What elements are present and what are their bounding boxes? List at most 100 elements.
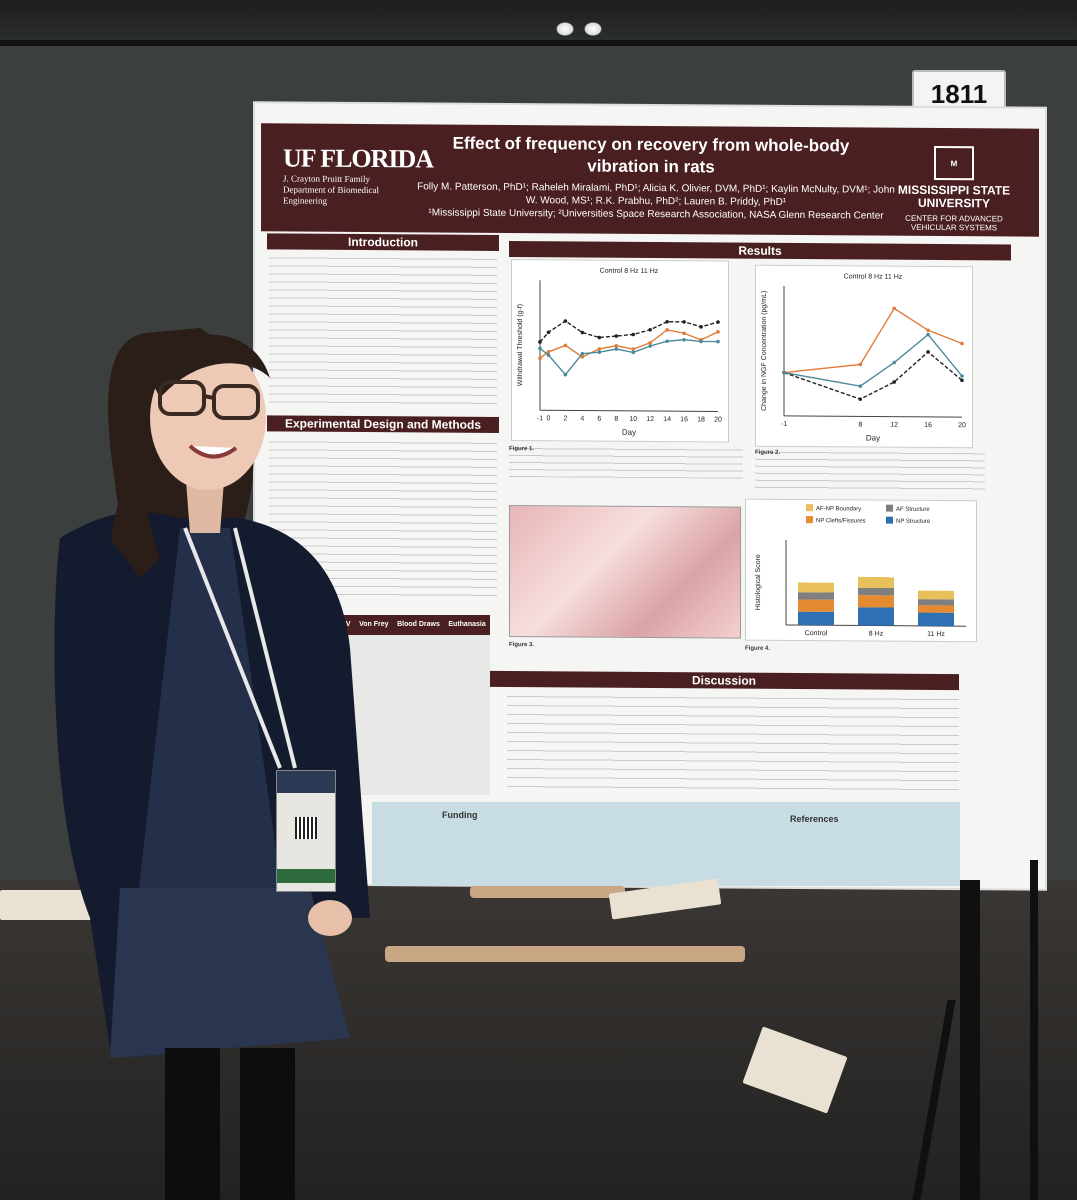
x-axis-label: Day: [622, 428, 636, 437]
table-header-blood: Blood Draws: [397, 621, 440, 628]
legend-label: NP Structure: [896, 519, 931, 525]
data-point: [614, 347, 619, 351]
bar-segment-NP Structure: [798, 611, 834, 626]
figure1-caption: Figure 1.: [509, 445, 743, 479]
data-point: [538, 346, 542, 351]
data-point: [716, 330, 720, 334]
bar-segment-AF Structure: [858, 587, 894, 596]
x-tick-label: Control: [805, 630, 828, 637]
table-header-vonfrey: Von Frey: [359, 621, 389, 628]
badge-ribbon: [277, 869, 335, 883]
msu-logo: M MISSISSIPPI STATE UNIVERSITY CENTER FO…: [889, 145, 1019, 233]
y-axis-label: Histological Score: [755, 554, 762, 610]
series-line-Control: [783, 351, 963, 400]
data-point: [926, 328, 930, 333]
references-heading: References: [790, 814, 839, 824]
badge-header: [277, 771, 335, 793]
data-point: [563, 319, 568, 323]
legend-label: NP Clefts/Fissures: [816, 518, 866, 524]
funding-references-band: Funding References: [372, 802, 960, 886]
legend-swatch: [886, 504, 893, 512]
data-point: [960, 341, 964, 346]
data-point: [648, 340, 652, 345]
bar-segment-AF-NP Boundary: [918, 590, 954, 600]
x-tick-label: 6: [597, 416, 601, 423]
chart-legend: Control 8 Hz 11 Hz: [600, 268, 659, 275]
withdrawal-threshold-chart: -1 0 2 4 6 8 10 12 14 16 18 20 Day Withdrawal Thresho…: [511, 259, 729, 443]
data-point: [546, 330, 551, 335]
figure4-caption: Figure 4.: [745, 645, 771, 652]
data-point: [631, 350, 636, 355]
msu-seal-icon: M: [934, 145, 974, 181]
x-tick-label: 2: [563, 415, 567, 422]
data-point: [597, 347, 602, 351]
discussion-heading: Discussion: [489, 670, 959, 691]
legend-swatch: [806, 516, 813, 524]
y-axis-label: Change in NGF Concentration (pg/mL): [761, 291, 768, 411]
data-point: [614, 334, 619, 338]
histological-score-chart: Histological Score AF-NP Boundary AF Struc…: [745, 498, 977, 643]
series-line-8 Hz: [539, 329, 719, 359]
data-point: [960, 374, 964, 378]
chart-legend: Control 8 Hz 11 Hz: [844, 273, 903, 280]
x-axis: [784, 415, 962, 418]
x-tick-label: 4: [580, 416, 584, 423]
data-point: [597, 335, 602, 340]
series-line-11 Hz: [539, 339, 718, 376]
bar-segment-AF Structure: [798, 592, 834, 600]
data-point: [960, 378, 964, 383]
data-point: [858, 362, 863, 367]
poster-tube: [385, 946, 745, 962]
data-point: [665, 328, 669, 332]
stand-leg: [1030, 860, 1038, 1200]
data-point: [580, 355, 585, 359]
series-line-8 Hz: [783, 307, 963, 374]
legend-label: AF Structure: [896, 507, 930, 513]
data-point: [892, 360, 896, 365]
x-tick-label: 11 Hz: [927, 631, 945, 638]
data-point: [682, 320, 686, 324]
data-point: [665, 319, 669, 324]
results-heading: Results: [509, 241, 1011, 261]
data-point: [699, 339, 703, 344]
table-header-euthanasia: Euthanasia: [448, 621, 486, 628]
data-point: [926, 332, 930, 337]
data-point: [858, 384, 863, 388]
x-tick-label: 18: [697, 416, 705, 423]
data-point: [538, 340, 542, 344]
data-point: [782, 370, 786, 375]
stand-leg: [960, 880, 980, 1200]
bar-segment-NP Structure: [918, 612, 954, 627]
x-tick-label: 8 Hz: [869, 631, 884, 638]
data-point: [858, 397, 863, 401]
data-point: [580, 351, 585, 356]
data-point: [648, 344, 652, 348]
x-axis: [540, 409, 718, 412]
discussion-text: [507, 693, 959, 795]
bar-segment-NP Clefts/Fissures: [918, 605, 954, 613]
x-tick-label: 8: [858, 421, 862, 428]
x-tick-label: 8: [614, 416, 618, 423]
data-point: [546, 349, 551, 354]
poster-header: UF FLORIDA J. Crayton Pruitt Family Depa…: [261, 123, 1039, 237]
legend-label: AF-NP Boundary: [816, 506, 861, 512]
data-point: [682, 337, 686, 342]
data-point: [580, 330, 585, 335]
name-badge: [276, 770, 336, 892]
data-point: [716, 339, 720, 344]
bar-segment-AF Structure: [918, 599, 954, 606]
introduction-heading: Introduction: [267, 233, 499, 251]
x-tick-label: 14: [663, 416, 671, 423]
x-tick-label: -1: [537, 415, 543, 422]
data-point: [546, 353, 551, 357]
presenter-person: [54, 328, 370, 1200]
x-tick-label: 12: [890, 422, 898, 429]
data-point: [699, 325, 703, 329]
legend-swatch: [806, 504, 813, 512]
figure2-caption: Figure 2.: [755, 448, 985, 493]
bar-segment-AF-NP Boundary: [798, 582, 834, 593]
poster-title: Effect of frequency on recovery from who…: [452, 133, 850, 177]
data-point: [682, 331, 686, 336]
data-point: [631, 332, 636, 337]
figure3-caption: Figure 3.: [509, 642, 535, 649]
